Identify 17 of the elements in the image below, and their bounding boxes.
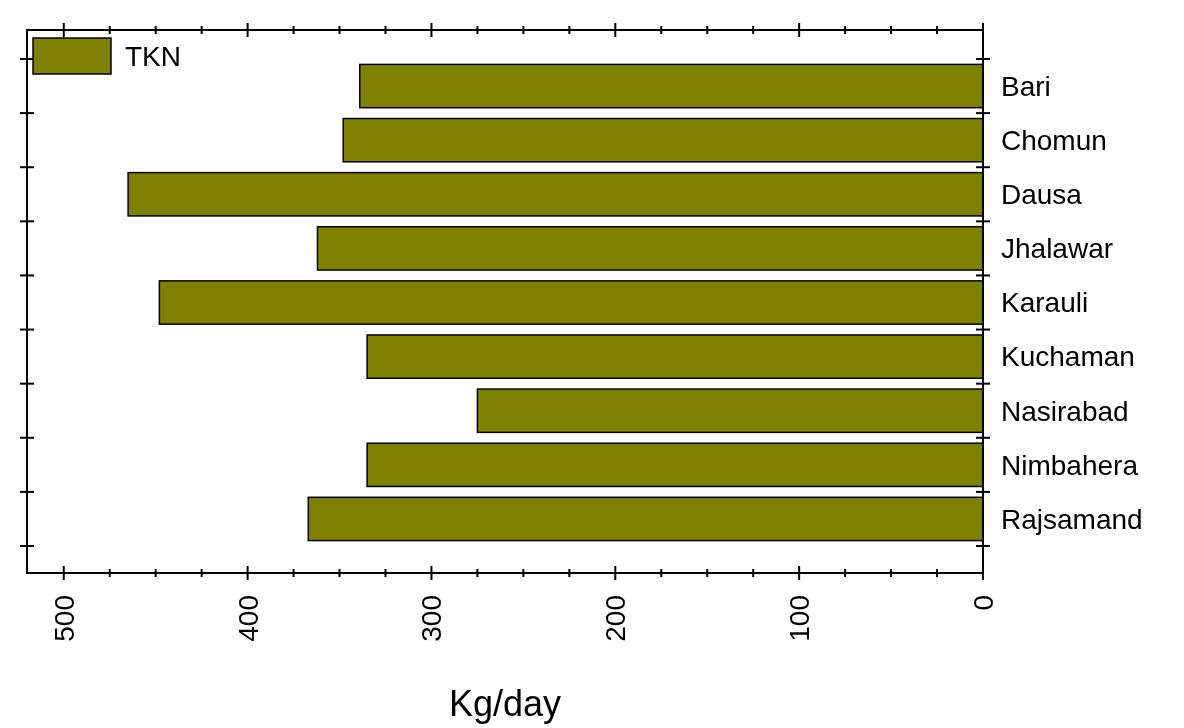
- x-tick-label: 500: [48, 595, 80, 642]
- y-tick-label: Dausa: [1001, 179, 1083, 211]
- y-tick-label: Nimbahera: [1001, 449, 1139, 481]
- y-tick-label: Rajsamand: [1001, 503, 1143, 535]
- y-tick-label: Kuchaman: [1001, 341, 1135, 373]
- y-tick-label: Bari: [1001, 70, 1051, 102]
- legend-label: TKN: [125, 40, 181, 72]
- y-tick-label: Nasirabad: [1001, 395, 1129, 427]
- x-axis-title: Kg/day: [448, 683, 562, 724]
- y-tick-label: Chomun: [1001, 124, 1107, 156]
- y-tick-label: Karauli: [1001, 287, 1089, 319]
- x-tick-label: 100: [784, 595, 816, 642]
- x-tick-label: 0: [968, 595, 999, 611]
- x-tick-label: 400: [232, 595, 264, 642]
- x-tick-label: 200: [600, 595, 632, 642]
- y-tick-label: Jhalawar: [1001, 233, 1114, 265]
- x-tick-label: 300: [416, 595, 448, 642]
